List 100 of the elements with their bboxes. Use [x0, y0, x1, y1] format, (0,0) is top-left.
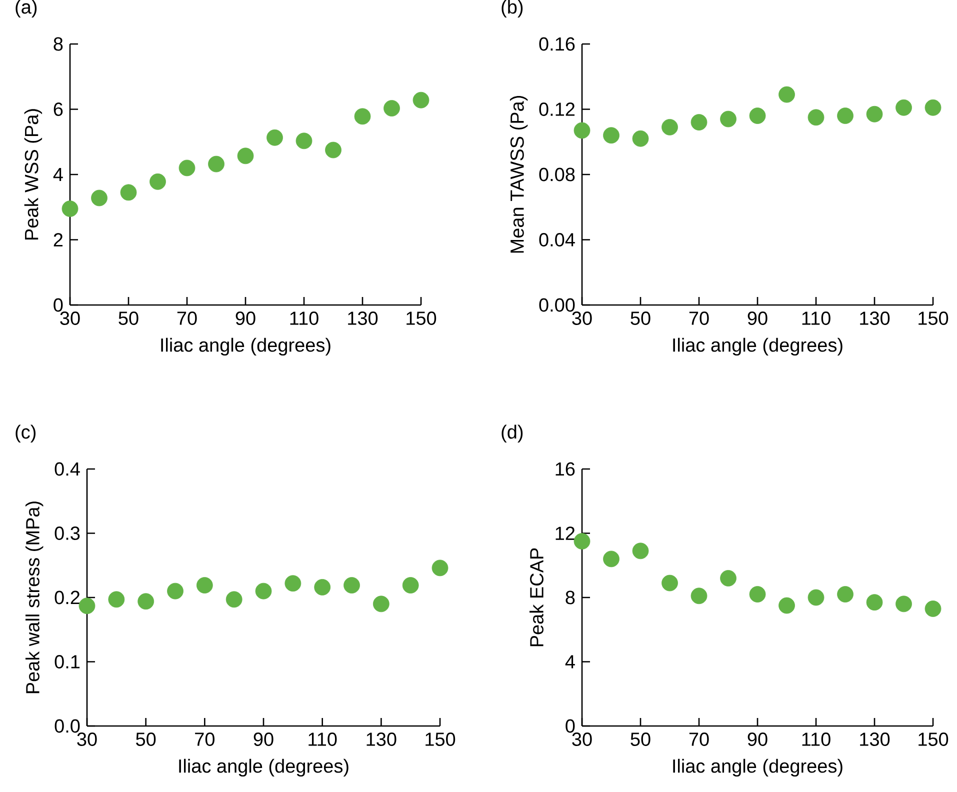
- chart-title: (c): [16, 424, 36, 442]
- point: [412, 92, 430, 108]
- x-tick-label: 70: [689, 732, 709, 746]
- chart-title: (d): [502, 424, 523, 442]
- x-tick-label: 50: [136, 732, 156, 746]
- point: [314, 579, 331, 596]
- point: [62, 200, 78, 217]
- x-axis-title: Iliac angle (degrees): [161, 338, 330, 356]
- x-tick-label: 30: [572, 312, 592, 325]
- y-tick-label: 6: [54, 102, 63, 116]
- x-tick-label: 110: [290, 312, 318, 325]
- x-tick-label: 90: [236, 312, 256, 325]
- point: [866, 594, 883, 611]
- point: [574, 122, 590, 139]
- point: [284, 575, 302, 592]
- y-tick-label: 0.0: [54, 719, 80, 733]
- x-tick-label: 30: [60, 312, 80, 325]
- x-axis-title: Iliac angle (degrees): [673, 758, 842, 777]
- x-tick-label: 150: [426, 732, 456, 746]
- point: [150, 173, 166, 190]
- point: [924, 600, 942, 617]
- x-tick-label: 90: [748, 732, 768, 746]
- point: [778, 86, 795, 103]
- point: [662, 574, 678, 592]
- point: [720, 570, 736, 586]
- point: [632, 130, 649, 147]
- y-tick-label: 0.00: [539, 298, 575, 312]
- x-tick-label: 50: [118, 312, 138, 325]
- x-tick-label: 150: [918, 312, 948, 325]
- point: [662, 118, 678, 136]
- y-tick-label: 8: [566, 590, 575, 604]
- point: [603, 127, 620, 144]
- point: [837, 586, 854, 602]
- y-tick-label: 8: [54, 37, 63, 51]
- point: [384, 100, 400, 116]
- point: [178, 160, 196, 176]
- y-tick-label: 0.12: [539, 102, 575, 116]
- x-tick-label: 130: [860, 732, 890, 746]
- x-tick-label: 130: [348, 312, 378, 325]
- point: [354, 108, 371, 125]
- x-tick-label: 70: [689, 312, 709, 325]
- point: [78, 598, 96, 614]
- point: [91, 190, 108, 206]
- point: [255, 582, 272, 600]
- point: [866, 106, 883, 122]
- point: [296, 132, 312, 150]
- y-tick-label: 0.1: [54, 655, 80, 668]
- point: [632, 542, 649, 560]
- point: [325, 142, 342, 158]
- y-axis-title: Mean TAWSS (Pa): [510, 96, 528, 253]
- y-tick-label: 0: [566, 719, 575, 733]
- y-tick-label: 4: [53, 168, 63, 182]
- point: [226, 591, 242, 608]
- point: [720, 110, 736, 128]
- y-axis-title: Peak ECAP: [530, 548, 544, 646]
- point: [402, 577, 419, 594]
- x-tick-label: 70: [195, 732, 214, 746]
- point: [372, 596, 390, 612]
- y-tick-label: 2: [54, 233, 63, 246]
- point: [108, 591, 125, 608]
- x-tick-label: 90: [254, 732, 274, 746]
- x-tick-label: 70: [177, 312, 197, 325]
- point: [778, 597, 795, 614]
- point: [690, 588, 708, 604]
- x-tick-label: 110: [802, 312, 830, 325]
- x-tick-label: 50: [630, 312, 650, 325]
- chart-title: (b): [502, 0, 523, 18]
- point: [896, 596, 912, 612]
- point: [266, 129, 283, 146]
- y-axis-title: Peak WSS (Pa): [24, 109, 42, 240]
- x-axis-title: Iliac angle (degrees): [673, 338, 842, 356]
- x-axis-title: Iliac angle (degrees): [179, 758, 348, 777]
- chart-title: (a): [16, 0, 37, 18]
- point: [808, 589, 824, 606]
- point: [138, 593, 154, 610]
- point: [237, 148, 254, 164]
- x-tick-label: 50: [630, 732, 650, 746]
- y-tick-label: 0.08: [539, 168, 575, 182]
- x-tick-label: 110: [802, 732, 830, 746]
- x-tick-label: 30: [77, 732, 97, 746]
- y-tick-label: 16: [556, 462, 575, 476]
- point: [837, 108, 854, 124]
- y-axis-title: Peak wall stress (MPa): [25, 502, 44, 694]
- y-tick-label: 0: [54, 298, 63, 312]
- point: [344, 577, 360, 594]
- y-tick-label: 0.16: [539, 37, 575, 51]
- x-tick-label: 110: [308, 732, 337, 746]
- point: [120, 184, 137, 201]
- point: [432, 560, 448, 576]
- point: [924, 99, 942, 116]
- point: [603, 550, 620, 568]
- x-tick-label: 130: [366, 732, 396, 746]
- y-tick-label: 4: [565, 655, 575, 668]
- point: [208, 156, 224, 172]
- x-tick-label: 30: [572, 732, 592, 746]
- point: [690, 114, 708, 130]
- x-tick-label: 90: [748, 312, 768, 325]
- x-tick-label: 150: [406, 312, 436, 325]
- y-tick-label: 0.2: [54, 590, 80, 604]
- y-tick-label: 12: [556, 526, 575, 540]
